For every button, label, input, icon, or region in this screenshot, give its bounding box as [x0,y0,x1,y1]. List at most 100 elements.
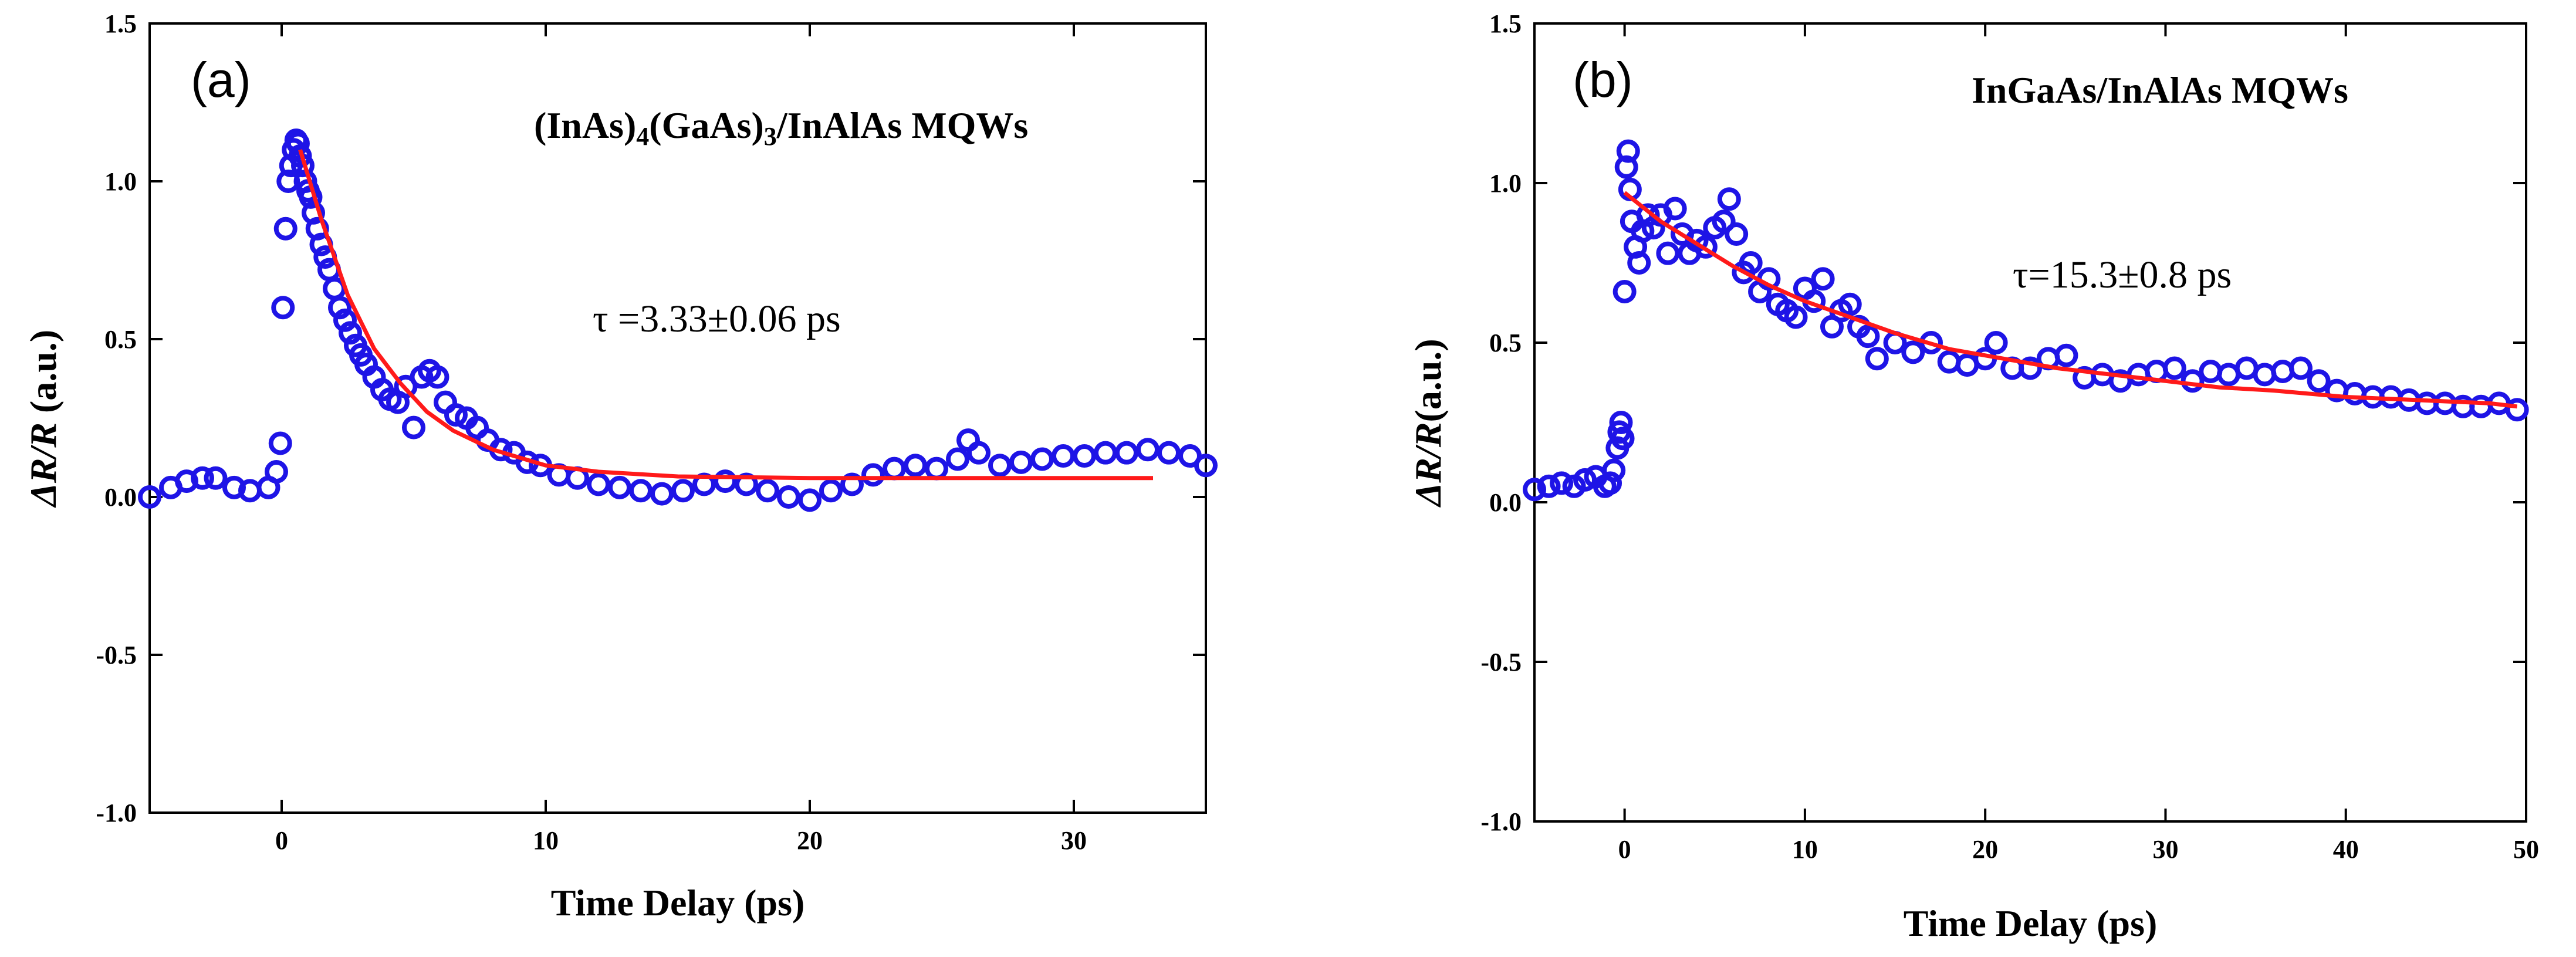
panel-b-data-point [1573,468,1597,492]
panel-b-data-point [1537,474,1561,498]
panel-b-y-tick-label: 0.5 [1489,329,1522,357]
panel-a-data-point [904,454,927,478]
panel-b-data-point [1611,427,1635,451]
panel-b-data-point [1602,458,1626,482]
panel-a-data-point [629,479,653,503]
panel-a-y-tick-label: 1.0 [104,167,137,196]
panel-a-y-tick-label: -0.5 [96,641,137,669]
panel-a-data-point [1115,441,1138,465]
panel-a-data-point [191,466,214,490]
panel-a-y-tick-label: 0.5 [104,325,137,354]
panel-a-data-point [925,456,948,481]
panel-a-data-point [988,454,1012,478]
panel-b-data-point [1856,324,1880,349]
panel-b-x-tick-label: 20 [1972,835,1998,864]
panel-a-data-point [265,459,288,483]
panel-a-data-point [138,485,161,509]
panel-a-data-point [1030,447,1054,471]
panel-b-fit-curve [1623,191,2518,409]
panel-b-data-point [2343,382,2367,406]
panel-b-data-point [1717,187,1741,211]
panel-b-data-point [1725,222,1749,246]
panel-a-data-point [756,479,779,503]
panel-a-marks [138,128,1218,512]
panel-b-data-point [1693,235,1718,259]
panel-a-plot-area [148,22,1207,814]
panel-b-data-point [1616,139,1640,163]
panel-a-label: (a) [191,52,251,107]
panel-b-data-point [1550,471,1574,495]
panel-a-data-point [339,321,362,345]
panel-b-ticks: 0 10 20 30 40 50 -1.0 -0.5 0.0 0.5 1.0 1.5 [1480,9,2539,864]
panel-a-data-point [883,456,906,481]
panel-a-tau-annotation: τ =3.33±0.06 ps [593,297,841,340]
panel-a-data-point [1052,444,1075,468]
panel-b-x-axis-title: Time Delay (ps) [1904,902,2158,944]
panel-a-data-point [650,482,674,506]
panel-a-x-tick-label: 30 [1061,826,1087,855]
panel-b-data-point [1614,155,1638,179]
panel-b-data-point [1811,267,1835,291]
panel-b-data-point [1663,197,1687,221]
panel-a-data-point [1194,454,1218,478]
panel-b-data-point [1612,279,1637,303]
panel-a-data-point [608,475,631,499]
panel-a-data-point [204,466,228,490]
panel-a-data-point [735,472,758,496]
panel-a-data-point [1073,444,1096,468]
panel-b-data-point [1627,251,1651,275]
panel-a-x-tick-label: 20 [797,826,823,855]
panel-b-data-point [1984,331,2008,354]
panel-a-data-point [777,485,800,509]
panel-b-data-point [2181,369,2205,393]
panel-b-data-point [1609,411,1633,434]
panel-b-x-tick-label: 30 [2152,835,2178,864]
panel-a-ticks: 0 10 20 30 -1.0 -0.5 0.0 0.5 1.0 1.5 [96,9,1206,855]
panel-b-x-tick-label: 50 [2513,835,2539,864]
panel-b-tau-annotation: τ=15.3±0.8 ps [2013,253,2232,296]
panel-a-data-point [273,217,298,241]
panel-b-label: (b) [1573,52,1633,107]
panel-a-data-point [444,403,468,427]
panel-b-marks [1523,139,2529,502]
panel-b-y-tick-label: 1.0 [1489,169,1522,198]
panel-b-x-tick-label: 10 [1792,835,1818,864]
panel-a-y-tick-label: 1.5 [104,9,137,38]
panel-a-y-axis-title: ΔR/R (a.u.) [22,330,64,509]
panel-a-data-point [587,472,610,496]
panel-b-data-point [2019,356,2042,380]
panel-b-data-point [2307,369,2331,393]
panel-a-data-point [268,431,292,455]
panel-b-data-point [2253,363,2277,387]
panel-b-data-point [1901,340,1925,364]
panel-b-x-tick-label: 0 [1618,835,1631,864]
panel-b-data-point [2054,343,2078,367]
panel-b-data-point [1636,203,1660,227]
panel-a-x-axis-title: Time Delay (ps) [551,882,805,924]
panel-a-data-point [1157,441,1181,465]
panel-a-x-tick-label: 10 [533,826,559,855]
panel-b-chart: 0 10 20 30 40 50 -1.0 -0.5 0.0 0.5 1.0 1.5 (b) InGa… [1407,9,2539,944]
panel-a-chart: 0 10 20 30 -1.0 -0.5 0.0 0.5 1.0 1.5 (a) (InAs)4(… [22,9,1218,924]
panel-a-y-tick-label: -1.0 [96,799,137,827]
panel-a-sample-annotation: (InAs)4(GaAs)3/InAlAs MQWs [534,104,1028,151]
panel-b-y-tick-label: -1.0 [1480,807,1522,836]
panel-b-y-tick-label: 1.5 [1489,9,1522,38]
panel-b-data-point [2288,356,2313,380]
panel-a-data-point [271,296,295,320]
panel-a-data-point [286,131,310,155]
panel-a-data-point [671,479,695,503]
panel-a-data-point [861,463,885,487]
panel-a-data-point [333,308,357,332]
panel-a-data-point [798,488,822,512]
panel-b-data-point [1865,347,1889,371]
panel-a-data-point [1094,441,1117,465]
panel-b-data-point [1739,251,1763,275]
panel-a-data-point [1136,438,1159,462]
panel-a-x-tick-label: 0 [275,826,288,855]
panel-b-data-point [1712,209,1736,234]
panel-a-frame [148,22,1207,814]
panel-a-data-point [819,479,843,503]
panel-a-data-point [402,415,425,439]
